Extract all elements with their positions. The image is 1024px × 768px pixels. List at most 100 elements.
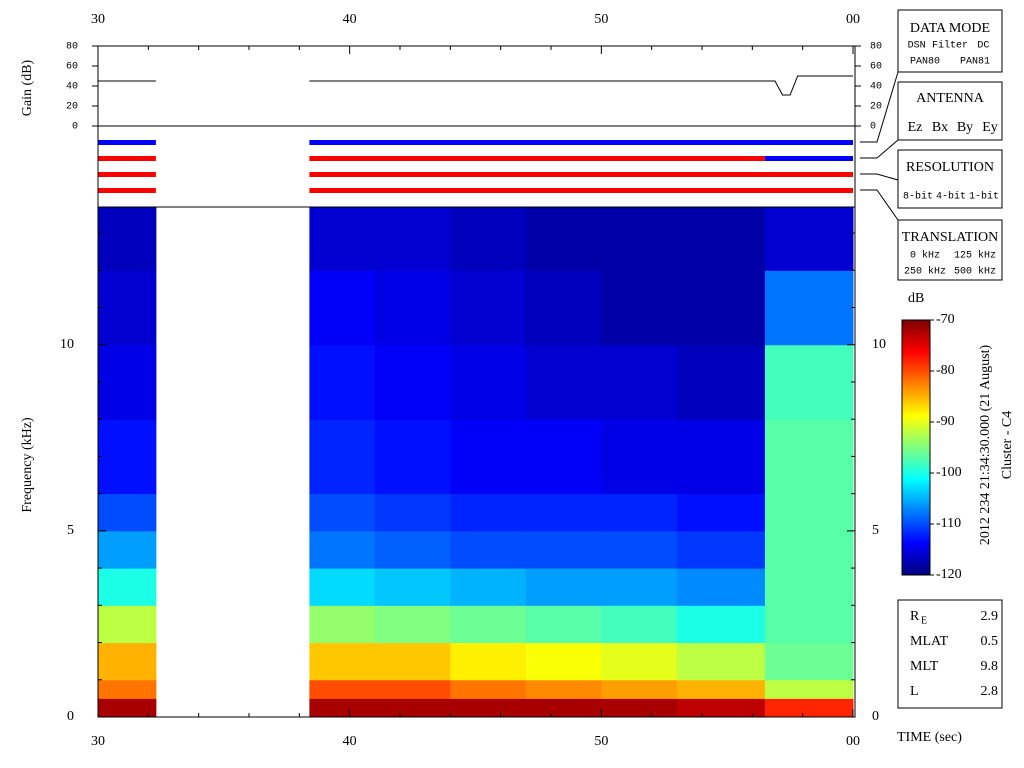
y-tick-label: 5 xyxy=(872,523,879,538)
legend-item: DC xyxy=(977,41,989,52)
box-title: ANTENNA xyxy=(916,91,985,106)
x-tick-label: 40 xyxy=(343,734,357,749)
pointer xyxy=(860,189,899,221)
heat-cell xyxy=(525,493,602,532)
channel-segment xyxy=(309,172,853,177)
colorbar-label: dB xyxy=(908,291,924,306)
heat-cell xyxy=(98,344,157,420)
colorbar-tick-label: -100 xyxy=(936,465,962,480)
heat-cell xyxy=(450,419,527,495)
heat-cell xyxy=(450,605,527,644)
heat-cell xyxy=(764,419,854,495)
y-axis-label: Frequency (kHz) xyxy=(20,417,35,513)
heat-cell xyxy=(98,493,157,532)
colorbar-tick-label: -120 xyxy=(936,567,962,582)
heat-cell xyxy=(309,493,376,532)
heat-cell xyxy=(764,642,854,681)
legend-item: DSN xyxy=(908,41,926,52)
heat-cell xyxy=(98,270,157,346)
heat-cell xyxy=(676,679,766,699)
legend-item: Bx xyxy=(932,120,948,135)
y-tick-label: 0 xyxy=(67,709,74,724)
y-tick-label: 80 xyxy=(870,42,882,53)
heat-cell xyxy=(309,270,376,346)
heat-cell xyxy=(525,605,602,644)
legend-item: 500 kHz xyxy=(954,266,996,278)
legend-item: 4-bit xyxy=(936,191,966,203)
legend-item: Ez xyxy=(908,120,923,135)
colorbar-tick-label: -90 xyxy=(936,414,955,429)
legend-item: Filter xyxy=(932,40,968,52)
channel-segment xyxy=(309,156,765,161)
heat-cell xyxy=(374,530,451,569)
y-tick-label: 40 xyxy=(66,82,78,93)
heat-cell xyxy=(764,679,854,699)
heat-cell xyxy=(601,568,678,606)
heat-cell xyxy=(764,493,854,532)
heat-cell xyxy=(764,568,854,606)
heat-cell xyxy=(450,344,527,420)
legend-item: By xyxy=(957,120,973,135)
heat-cell xyxy=(309,419,376,495)
heat-cell xyxy=(601,344,678,420)
colorbar-tick-label: -80 xyxy=(936,363,955,378)
spacecraft: Cluster - C4 xyxy=(1000,411,1015,479)
heat-cell xyxy=(764,530,854,569)
x-axis-label: TIME (sec) xyxy=(897,730,962,745)
position-label: MLT xyxy=(910,659,939,674)
heat-cell xyxy=(374,419,451,495)
antenna-box xyxy=(897,81,1003,141)
x-tick-label: 00 xyxy=(846,734,860,749)
heat-cell xyxy=(309,344,376,420)
y-tick-label: 20 xyxy=(66,102,78,113)
channel-segment xyxy=(98,140,156,145)
heat-cell xyxy=(601,698,678,718)
heat-cell xyxy=(676,605,766,644)
translation-box xyxy=(897,219,1003,281)
y-tick-label: 10 xyxy=(60,337,74,352)
heat-cell xyxy=(676,493,766,532)
heat-cell xyxy=(374,270,451,346)
heat-cell xyxy=(676,568,766,606)
y-tick-label: 60 xyxy=(870,62,882,73)
legend-item: 125 kHz xyxy=(954,250,996,262)
legend-item: PAN81 xyxy=(960,57,990,68)
y-tick-label: 10 xyxy=(872,337,886,352)
heat-cell xyxy=(98,642,157,681)
legend-item: Ey xyxy=(982,120,998,135)
x-tick-label: 30 xyxy=(91,734,105,749)
pointer xyxy=(860,71,899,143)
channel-segment xyxy=(309,188,853,193)
y-tick-label: 0 xyxy=(870,122,876,133)
channel-segment xyxy=(764,156,853,161)
heat-cell xyxy=(676,207,766,271)
position-value: 2.8 xyxy=(981,684,999,699)
position-value: 9.8 xyxy=(981,659,999,674)
channel-segment xyxy=(309,140,853,145)
x-tick-label: 50 xyxy=(594,12,608,27)
heat-cell xyxy=(98,698,157,718)
legend-item: 1-bit xyxy=(969,191,999,203)
heat-cell xyxy=(764,698,854,718)
y-tick-label: 0 xyxy=(72,122,78,133)
heat-cell xyxy=(601,207,678,271)
heat-cell xyxy=(98,530,157,569)
box-title: DATA MODE xyxy=(910,21,990,36)
heat-cell xyxy=(309,642,376,681)
x-tick-label: 40 xyxy=(343,12,357,27)
channel-segment xyxy=(98,172,156,177)
colorbar-tick-label: -70 xyxy=(936,312,955,327)
heat-cell xyxy=(764,207,854,271)
heat-cell xyxy=(525,207,602,271)
heat-cell xyxy=(309,207,376,271)
heat-cell xyxy=(676,698,766,718)
heat-cell xyxy=(374,568,451,606)
heat-cell xyxy=(450,568,527,606)
heat-cell xyxy=(98,605,157,644)
heat-cell xyxy=(525,642,602,681)
heat-cell xyxy=(601,679,678,699)
heat-cell xyxy=(374,698,451,718)
legend-item: 0 kHz xyxy=(910,250,940,262)
